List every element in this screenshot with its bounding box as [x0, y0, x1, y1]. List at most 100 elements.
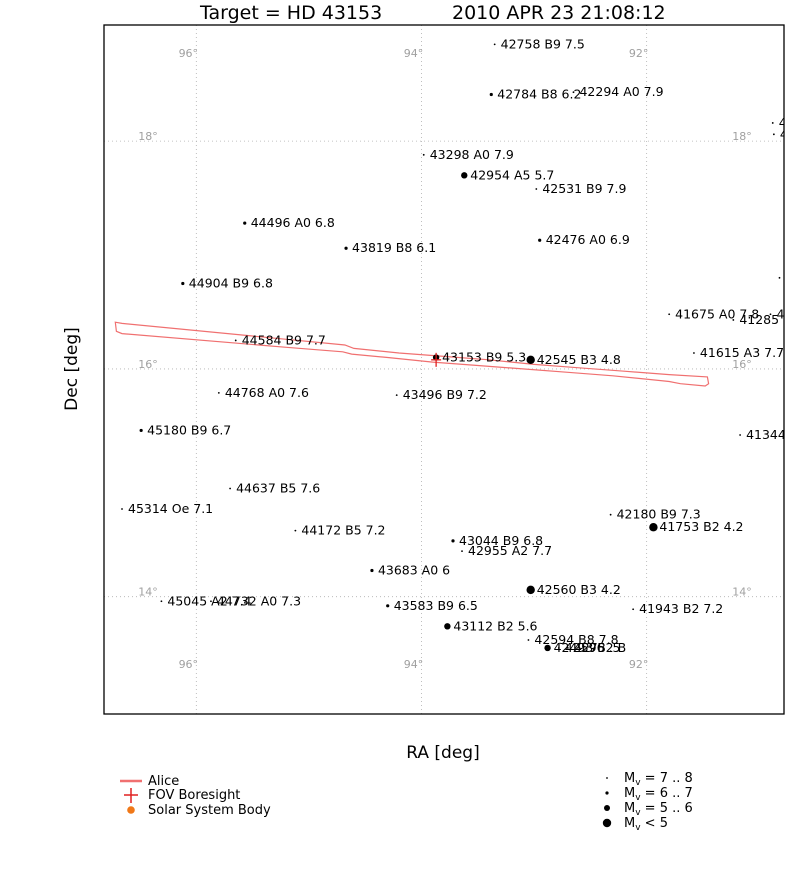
star-marker-45045: [160, 600, 163, 603]
star-marker-44904: [181, 281, 185, 286]
legend-mag-marker-3: [602, 818, 612, 828]
star-marker-44496: [243, 221, 247, 225]
legend-alice-label: Alice: [148, 774, 179, 789]
fov-boresight-marker: [431, 352, 442, 367]
star-label-41943: 41943 B2 7.2: [639, 601, 723, 616]
dec-grid-label-right: 14°: [732, 586, 752, 599]
star-marker-42954: [461, 172, 468, 179]
star-label-44584: 44584 B9 7.7: [242, 332, 326, 347]
star-label-41675: 41675 A0 7.8: [675, 306, 759, 321]
star-label-42545: 42545 B3 4.8: [537, 352, 621, 367]
star-marker-45314: [121, 508, 123, 510]
star-label-41b: 41: [780, 126, 796, 141]
star-label-43683: 43683 A0 6: [378, 563, 450, 578]
star-label-44768: 44768 A0 7.6: [225, 385, 309, 400]
plot-frame: [103, 24, 785, 715]
star-label-42594: 42594 B8 7.8: [534, 632, 618, 647]
dec-grid-label-left: 16°: [138, 358, 158, 371]
star-label-43298: 43298 A0 7.9: [430, 147, 514, 162]
star-marker-42784: [489, 92, 493, 97]
star-label-44904: 44904 B9 6.8: [189, 276, 273, 291]
star-marker-42955: [461, 550, 463, 553]
legend-mag-marker-2: [604, 805, 610, 811]
star-marker-44172: [294, 529, 297, 532]
star-label-44637: 44637 B5 7.6: [236, 481, 320, 496]
star-label-43153: 43153 B9 5.3: [442, 350, 526, 365]
star-label-41285: 41285 B: [739, 312, 791, 327]
star-marker-44637: [229, 487, 231, 490]
star-label-4c: 4: [785, 270, 793, 285]
star-label-42596: 42596 .5: [565, 640, 621, 655]
legend-mag-label-2: Mv = 5 .. 6: [624, 801, 693, 818]
star-marker-42545: [526, 355, 535, 365]
legend-mag-label-1: Mv = 6 .. 7: [624, 786, 693, 803]
dec-grid-label-right: 16°: [732, 358, 752, 371]
star-label-42180: 42180 B9 7.3: [617, 507, 701, 522]
legend-fov-swatch: [124, 788, 138, 803]
star-label-42752: 42752 B: [574, 640, 626, 655]
star-marker-42294: [572, 91, 575, 94]
star-label-411d: 411: [776, 306, 800, 321]
legend-mag-marker-0: [606, 777, 608, 779]
star-label-42784: 42784 B8 6.2: [497, 86, 581, 101]
legend-mag-marker-1: [605, 791, 609, 795]
legend-fov-label: FOV Boresight: [148, 788, 240, 803]
star-marker-4c: [778, 276, 781, 279]
dec-grid-label-left: 18°: [138, 130, 158, 143]
dec-grid-label-right: 18°: [732, 130, 752, 143]
star-label-43496: 43496 B9 7.2: [403, 387, 487, 402]
star-marker-43583: [386, 604, 390, 608]
star-label-42954: 42954 A5 5.7: [470, 167, 554, 182]
star-marker-41615: [693, 352, 695, 354]
star-label-411a: 411: [779, 115, 800, 130]
star-marker-411d: [769, 313, 772, 316]
x-axis-label: RA [deg]: [406, 743, 479, 763]
star-label-45045: 45045 A2 7.4: [167, 593, 251, 608]
dec-grid-label-left: 14°: [138, 586, 158, 599]
star-marker-41753: [649, 523, 658, 532]
star-label-42758: 42758 B9 7.5: [501, 36, 585, 51]
star-label-42955: 42955 A2 7.7: [468, 543, 552, 558]
ra-grid-label-bottom: 94°: [404, 658, 424, 671]
legend-magnitude: Mv = 7 .. 8Mv = 6 .. 7Mv = 5 .. 6Mv < 5: [602, 771, 693, 833]
legend-solar-label: Solar System Body: [148, 803, 271, 818]
ra-grid-label-top: 92°: [629, 47, 649, 60]
star-label-42476: 42476 A0 6.9: [546, 232, 630, 247]
star-label-41753: 41753 B2 4.2: [659, 519, 743, 534]
star-marker-42476: [538, 238, 542, 242]
ra-grid-label-top: 94°: [404, 47, 424, 60]
star-label-43583: 43583 B9 6.5: [394, 598, 478, 613]
star-label-42493: 42493 B: [554, 640, 606, 655]
star-marker-44732: [210, 600, 212, 603]
star-marker-43112: [444, 623, 451, 630]
alice-slit-outline: [114, 321, 710, 387]
star-marker-43819: [344, 246, 348, 250]
star-marker-44768: [217, 391, 220, 394]
star-marker-42596: [557, 647, 560, 649]
star-marker-42758: [493, 43, 496, 46]
star-label-41344: 41344 A2: [746, 427, 800, 442]
star-marker-44584: [234, 339, 237, 342]
star-label-43112: 43112 B2 5.6: [453, 618, 537, 633]
ra-grid-label-top: 96°: [179, 47, 199, 60]
star-label-42531: 42531 B9 7.9: [542, 181, 626, 196]
y-axis-label: Dec [deg]: [62, 327, 82, 411]
star-marker-43298: [422, 153, 425, 156]
star-marker-42180: [609, 513, 612, 516]
star-marker-41675: [668, 313, 671, 316]
fov-layer: [431, 352, 442, 367]
star-label-41615: 41615 A3 7.7: [700, 345, 784, 360]
star-marker-41943: [632, 608, 635, 611]
star-marker-42493: [544, 644, 551, 652]
star-marker-43496: [395, 394, 398, 397]
legend-mag-label-0: Mv = 7 .. 8: [624, 771, 693, 788]
legend-solar-swatch: [127, 806, 135, 814]
star-marker-45180: [139, 428, 143, 433]
star-label-44732: 44732 A0 7.3: [217, 593, 301, 608]
star-label-42560: 42560 B3 4.2: [537, 582, 621, 597]
star-marker-42594: [527, 639, 530, 641]
legend-mag-label-3: Mv < 5: [624, 816, 668, 833]
star-label-43044: 43044 B9 6.8: [459, 533, 543, 548]
